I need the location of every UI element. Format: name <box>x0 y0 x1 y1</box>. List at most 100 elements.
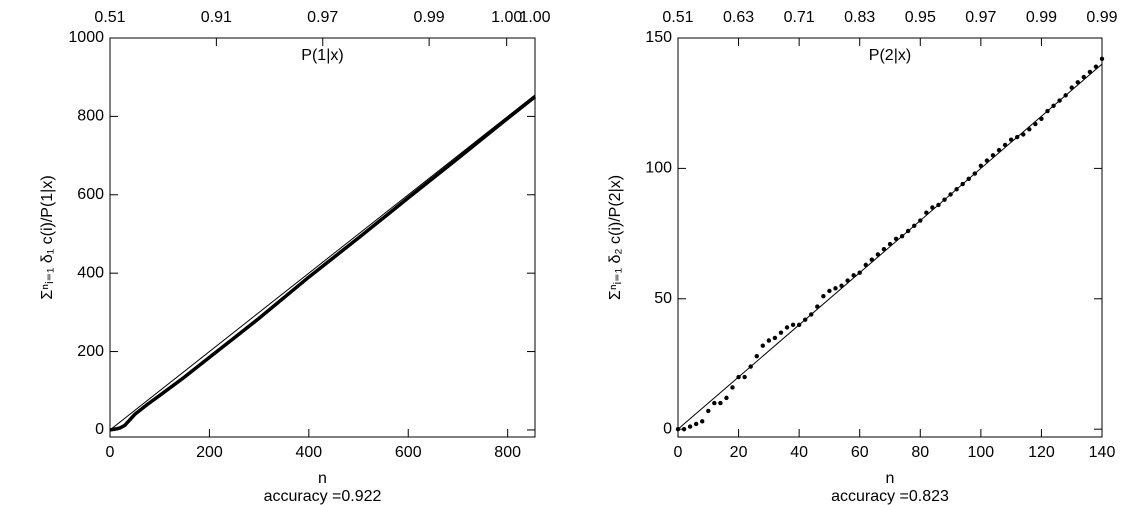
y-tick-label: 400 <box>77 264 104 281</box>
data-point <box>1002 142 1008 148</box>
data-point <box>712 400 717 406</box>
data-point <box>675 426 681 432</box>
x2-tick-label: 0.51 <box>662 9 693 26</box>
data-point <box>815 304 820 309</box>
data-point <box>978 163 984 168</box>
data-point <box>724 395 729 401</box>
data-point <box>754 353 759 359</box>
data-point <box>1099 56 1105 62</box>
x-tick-label: 600 <box>395 444 422 461</box>
data-line <box>109 95 537 432</box>
data-point <box>960 181 965 187</box>
data-point <box>972 171 977 176</box>
data-point <box>875 252 881 257</box>
data-point <box>1015 134 1020 140</box>
data-point <box>930 205 935 210</box>
data-point <box>845 278 850 283</box>
y-axis-label: Σⁿᵢ₌₁ δ₁ c(i)/P(1|x) <box>39 175 56 299</box>
x-tick-label: 400 <box>295 444 322 461</box>
data-point <box>1069 85 1074 90</box>
data-point <box>1075 80 1080 85</box>
data-point <box>1045 108 1050 114</box>
x2-tick-label: 0.95 <box>905 9 936 26</box>
x2-tick-label: 0.63 <box>723 9 754 26</box>
data-point <box>833 286 838 291</box>
x2-axis-label: P(1|x) <box>301 47 343 64</box>
data-point <box>718 400 723 406</box>
data-point <box>984 158 990 163</box>
data-point <box>1008 137 1014 142</box>
y-tick-label: 0 <box>95 421 104 438</box>
x-tick-label: 0 <box>674 444 683 461</box>
panel: 0 20 40 60 80 100 120 140 0.51 0.63 0.71 0.83 0.95 0.… <box>607 9 1117 505</box>
data-point <box>736 374 741 380</box>
x-tick-label: 0 <box>106 444 115 461</box>
data-point <box>893 236 899 242</box>
reference-line <box>109 94 536 431</box>
data-point <box>827 288 832 294</box>
panel: 0 200 400 600 800 0.51 0.91 0.97 0.99 1.001.00 0 20… <box>39 9 550 505</box>
data-point <box>881 247 887 252</box>
data-point <box>851 273 856 278</box>
data-point <box>1057 98 1062 103</box>
data-point <box>700 419 705 424</box>
y-tick-label: 600 <box>77 186 104 203</box>
data-point <box>863 262 868 268</box>
data-point <box>706 408 711 414</box>
plot-frame <box>677 37 1103 438</box>
data-point <box>748 364 753 369</box>
data-point <box>1033 121 1038 127</box>
y-tick-label: 150 <box>645 29 672 46</box>
data-point <box>887 241 893 247</box>
data-point <box>839 283 844 288</box>
data-point <box>760 343 765 348</box>
data-point <box>772 335 778 341</box>
data-point <box>1087 69 1093 75</box>
data-point <box>942 197 947 202</box>
x-axis-label: n <box>886 470 895 487</box>
y-tick-label: 0 <box>663 420 672 437</box>
data-point <box>809 312 814 317</box>
caption: accuracy =0.922 <box>264 488 382 505</box>
data-point <box>778 330 784 335</box>
data-point <box>996 147 1002 153</box>
y-tick-label: 100 <box>645 160 672 177</box>
data-point <box>730 385 735 390</box>
x2-tick-label: 0.97 <box>307 9 338 26</box>
x-tick-label: 200 <box>196 444 223 461</box>
x-tick-label: 100 <box>968 444 995 461</box>
data-point <box>784 325 790 330</box>
data-point <box>821 293 826 299</box>
y-axis-label: Σⁿᵢ₌₁ δ₂ c(i)/P(2|x) <box>607 175 624 300</box>
y-tick-label: 200 <box>77 343 104 360</box>
data-point <box>869 257 875 262</box>
x-tick-label: 80 <box>911 444 929 461</box>
x-tick-label: 140 <box>1089 444 1116 461</box>
data-point <box>766 338 772 343</box>
x2-tick-label: 0.99 <box>1026 9 1057 26</box>
x2-tick-label: 0.91 <box>201 9 232 26</box>
data-point <box>790 322 796 328</box>
caption: accuracy =0.823 <box>831 488 949 505</box>
x-tick-label: 60 <box>851 444 869 461</box>
y-tick-label: 800 <box>77 108 104 125</box>
data-point <box>936 202 941 208</box>
y-tick-label: 1000 <box>68 29 104 46</box>
x2-tick-label: 0.99 <box>1086 9 1117 26</box>
data-point <box>681 426 687 432</box>
data-point <box>796 322 802 328</box>
x2-tick-label: 1.00 <box>491 9 522 26</box>
x2-tick-label: 0.71 <box>784 9 815 26</box>
y-tick-label: 50 <box>654 290 672 307</box>
data-point <box>905 228 911 234</box>
data-point <box>1039 116 1044 122</box>
plot-frame <box>109 37 536 438</box>
x-tick-label: 120 <box>1028 444 1055 461</box>
data-point <box>857 270 862 275</box>
reference-line <box>677 63 1103 430</box>
data-point <box>954 187 959 192</box>
data-point <box>1027 127 1032 132</box>
data-point <box>742 374 747 380</box>
data-point <box>948 192 953 197</box>
